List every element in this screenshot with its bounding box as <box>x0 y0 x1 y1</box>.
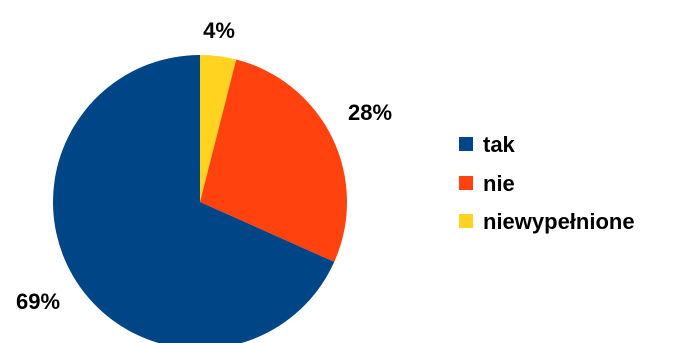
legend-label-niewypelnione: niewypełnione <box>483 209 635 234</box>
pie-slice-tak <box>53 55 335 343</box>
legend-label-nie: nie <box>483 171 515 196</box>
pie-slice-niewypelnione <box>200 55 237 202</box>
legend: tak nie niewypełnione <box>459 132 635 234</box>
legend-label-tak: tak <box>483 132 516 157</box>
data-label-niewypelnione: 4% <box>203 18 235 43</box>
legend-swatch-niewypelnione <box>459 214 473 228</box>
legend-swatch-tak <box>459 137 473 151</box>
pie-data-labels: 69% 28% 4% <box>16 18 392 314</box>
pie-slice-nie <box>200 59 348 262</box>
legend-swatch-nie <box>459 176 473 190</box>
data-label-tak: 69% <box>16 289 60 314</box>
data-label-nie: 28% <box>348 100 392 125</box>
pie-slices <box>53 55 348 343</box>
